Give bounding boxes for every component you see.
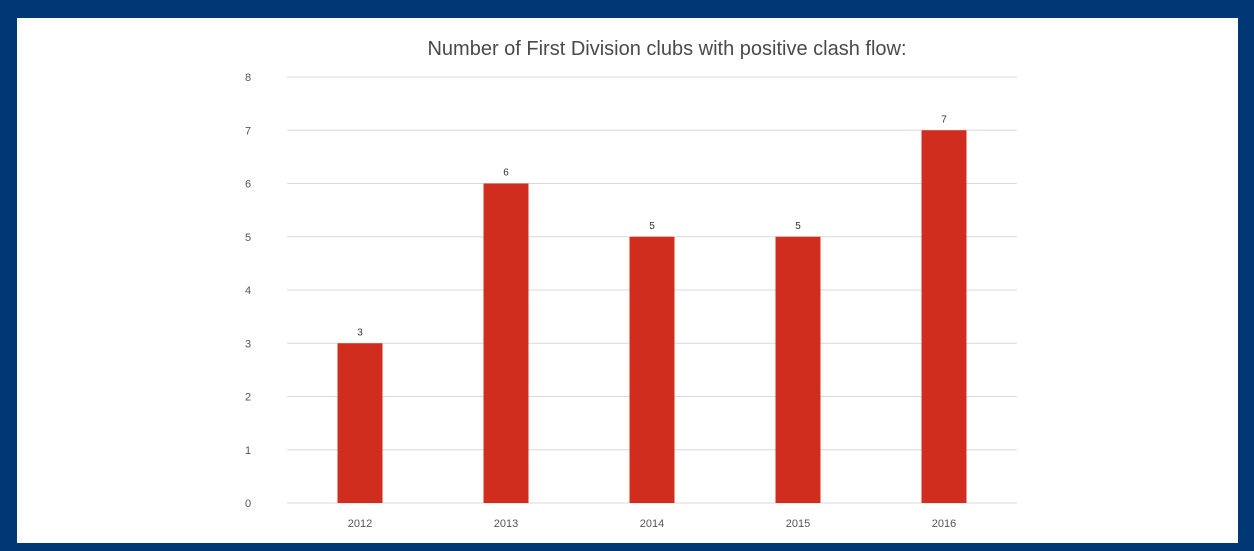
bar-chart: Number of First Division clubs with posi… <box>245 38 1017 530</box>
x-tick-label-2012: 2012 <box>348 518 372 530</box>
data-label-2013: 6 <box>503 168 509 179</box>
x-axis-ticks: 2012 2013 2014 2015 2016 <box>348 518 956 530</box>
data-label-2015: 5 <box>795 221 801 232</box>
y-tick-label: 3 <box>245 338 251 350</box>
bar-2012 <box>337 343 383 503</box>
y-tick-label: 8 <box>245 72 251 84</box>
data-label-2014: 5 <box>649 221 655 232</box>
y-tick-label: 1 <box>245 445 251 457</box>
chart-title: Number of First Division clubs with posi… <box>427 38 906 60</box>
y-tick-label: 6 <box>245 179 251 191</box>
chart-panel: Number of First Division clubs with posi… <box>17 18 1238 543</box>
x-tick-label-2014: 2014 <box>640 518 664 530</box>
y-tick-label: 4 <box>245 285 251 297</box>
x-tick-label-2013: 2013 <box>494 518 518 530</box>
bar-2013 <box>483 183 529 503</box>
bar-2016 <box>921 130 967 503</box>
y-axis-ticks: 0 1 2 3 4 5 6 7 8 <box>245 72 251 510</box>
data-label-2012: 3 <box>357 327 363 338</box>
bar-2014 <box>629 236 675 503</box>
x-tick-label-2015: 2015 <box>786 518 810 530</box>
data-label-2016: 7 <box>941 114 947 125</box>
y-tick-label: 2 <box>245 392 251 404</box>
y-tick-label: 0 <box>245 498 251 510</box>
bars <box>337 130 967 503</box>
x-tick-label-2016: 2016 <box>932 518 956 530</box>
bar-2015 <box>775 236 821 503</box>
data-labels: 3 6 5 5 7 <box>357 114 947 338</box>
y-tick-label: 5 <box>245 232 251 244</box>
y-tick-label: 7 <box>245 125 251 137</box>
